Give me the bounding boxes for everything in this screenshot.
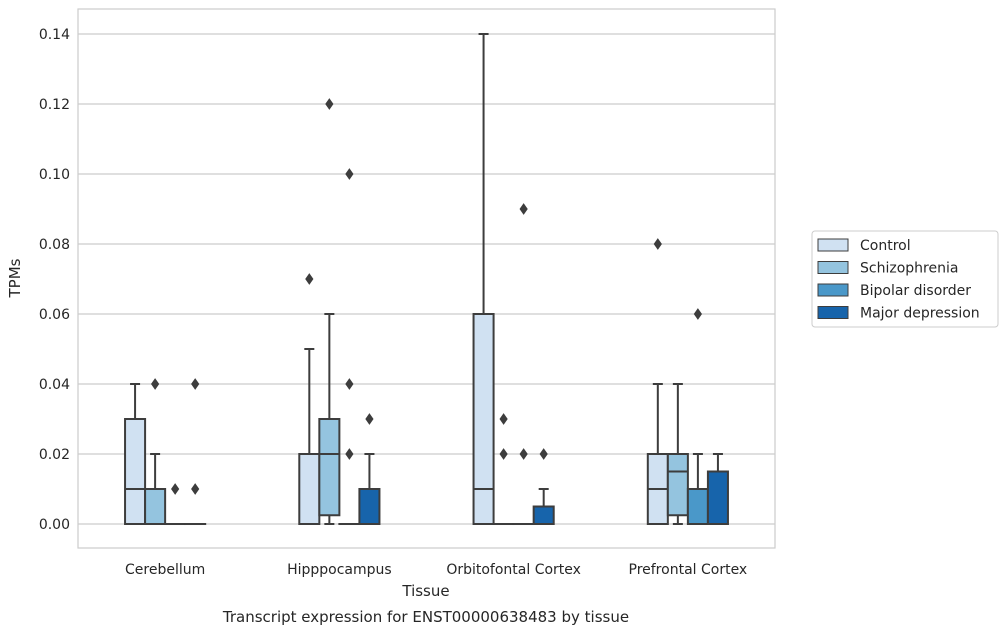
box-group (164, 483, 187, 526)
box (532, 505, 555, 525)
outlier-point (653, 238, 662, 250)
box (298, 453, 321, 525)
outlier-point (345, 448, 354, 460)
box (706, 470, 729, 525)
y-tick-label: 0.04 (39, 377, 70, 393)
y-tick-label: 0.06 (39, 307, 70, 323)
box (666, 453, 689, 517)
outlier-point (345, 378, 354, 390)
box-group (492, 413, 515, 526)
outlier-point (499, 413, 508, 425)
legend-frame (811, 230, 999, 328)
outlier-point (325, 98, 334, 110)
y-gridlines (78, 33, 775, 525)
x-tick-label: Prefrontal Cortex (629, 562, 748, 578)
box-group (358, 413, 381, 525)
box-group (532, 448, 555, 525)
legend-label: Schizophrenia (860, 261, 958, 277)
box-group (144, 378, 167, 525)
chart-caption: Transcript expression for ENST0000063848… (222, 608, 629, 626)
outlier-point (693, 308, 703, 320)
box-group (338, 168, 361, 526)
box-group (298, 273, 321, 525)
y-tick-label: 0.10 (39, 167, 70, 183)
outlier-point (539, 448, 548, 460)
outlier-point (191, 483, 200, 495)
y-axis: 0.00 0.02 0.04 0.06 0.08 0.10 0.12 0.14 (39, 27, 70, 533)
y-tick-label: 0.14 (39, 27, 70, 43)
x-tick-label: Orbitofontal Cortex (446, 562, 581, 578)
plot-area (124, 33, 729, 526)
plot-frame (77, 8, 776, 549)
y-tick-label: 0.02 (39, 447, 70, 463)
outlier-point (150, 378, 160, 390)
outlier-point (171, 483, 180, 495)
legend-label: Major depression (860, 306, 980, 322)
legend: Control Schizophrenia Bipolar disorder Majo… (811, 230, 999, 328)
y-tick-label: 0.08 (39, 237, 70, 253)
legend-label: Bipolar disorder (860, 283, 971, 299)
legend-swatch (817, 283, 849, 297)
outlier-point (519, 203, 528, 215)
legend-swatch (817, 306, 849, 319)
box-group (124, 383, 147, 525)
x-tick-label: Cerebellum (125, 562, 205, 578)
outlier-point (365, 413, 374, 425)
box-group (666, 383, 689, 525)
outlier-point (305, 273, 314, 285)
x-tick-label: Hipppocampus (287, 562, 392, 578)
box (472, 313, 495, 525)
y-tick-label: 0.12 (39, 97, 70, 113)
outlier-point (191, 378, 200, 390)
outlier-point (499, 448, 508, 460)
box-group (184, 378, 207, 526)
box-group (686, 308, 709, 525)
box-group (472, 33, 495, 525)
box-group (646, 238, 669, 525)
legend-swatch (817, 238, 849, 252)
box-group (706, 453, 729, 525)
x-axis-title: Tissue (401, 582, 449, 600)
box (124, 418, 147, 525)
box (318, 418, 341, 517)
x-axis: Cerebellum Hipppocampus Orbitofontal Corte… (125, 562, 747, 578)
box (358, 488, 381, 525)
legend-label: Control (860, 238, 911, 254)
box-group (512, 203, 535, 526)
box (686, 488, 709, 525)
outlier-point (519, 448, 528, 460)
legend-swatch (817, 261, 849, 274)
outlier-point (345, 168, 354, 180)
y-tick-label: 0.00 (39, 517, 70, 533)
y-axis-title: TPMs (6, 258, 24, 298)
box-group (318, 98, 341, 525)
box (144, 488, 167, 525)
